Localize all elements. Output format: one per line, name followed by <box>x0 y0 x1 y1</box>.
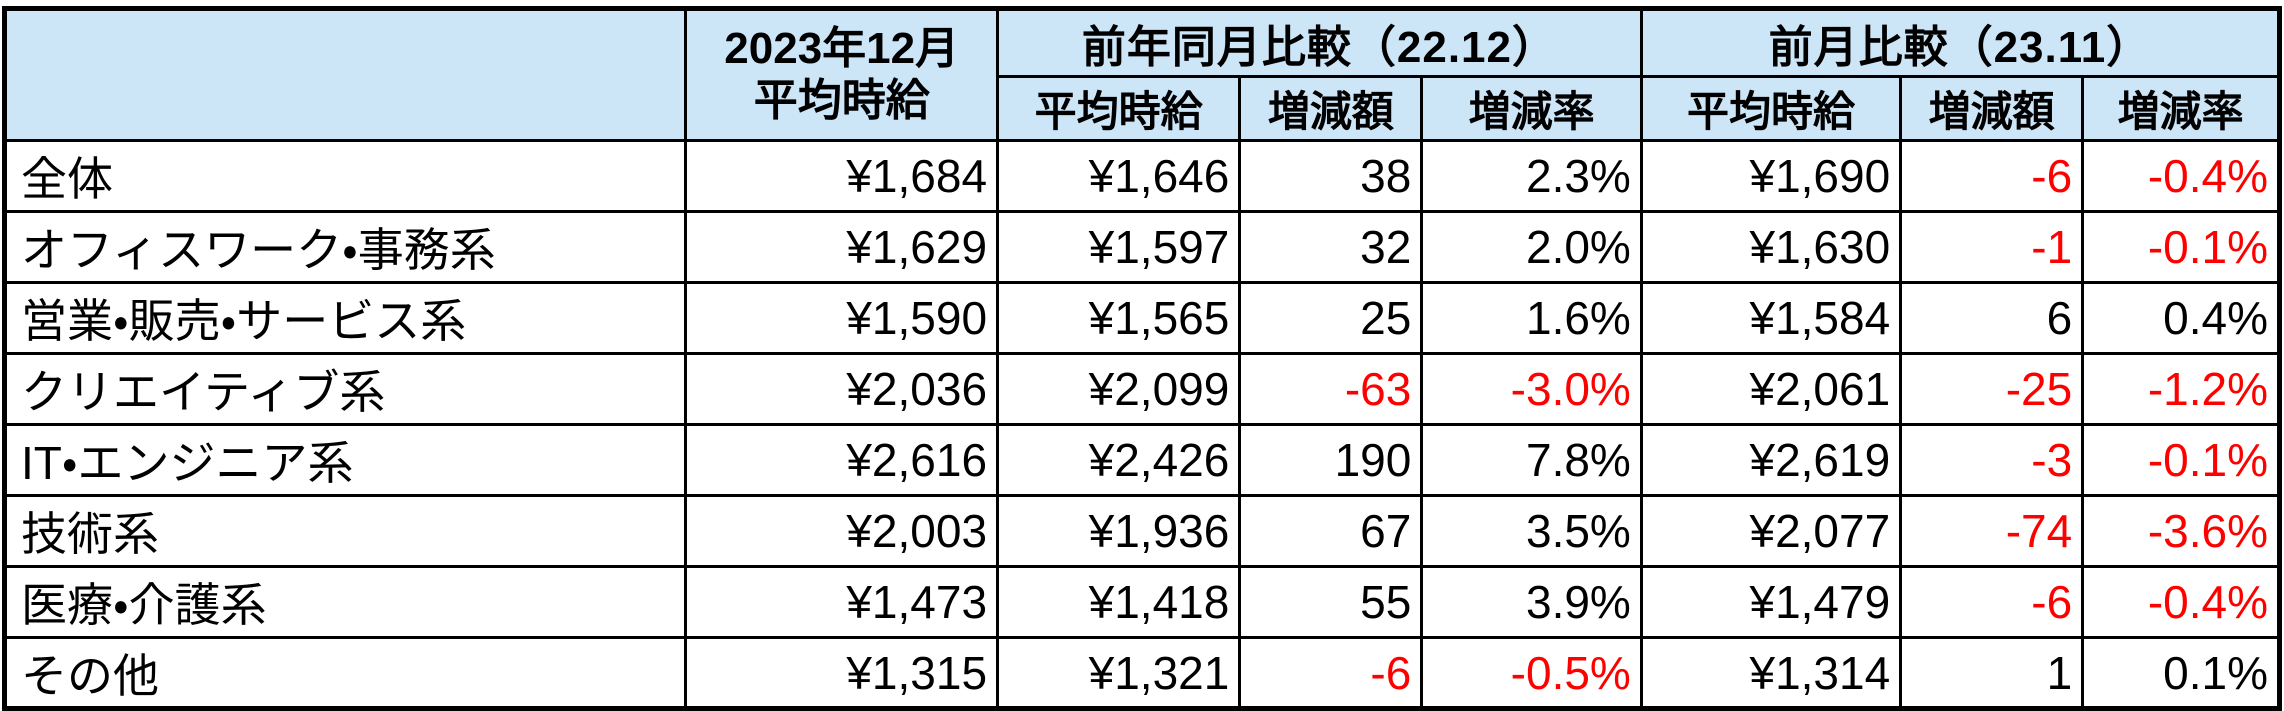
table-row: その他 ¥1,315 ¥1,321 -6 -0.5% ¥1,314 1 0.1% <box>2 636 2281 710</box>
mom-diff: -6 <box>1899 139 2085 213</box>
table-row: 全体 ¥1,684 ¥1,646 38 2.3% ¥1,690 -6 -0.4% <box>2 139 2281 213</box>
mom-diff: -3 <box>1899 423 2085 497</box>
row-label: IT・エンジニア系 <box>2 423 688 497</box>
row-label: クリエイティブ系 <box>2 352 688 426</box>
table-header: 2023年12月 平均時給 前年同月比較（22.12） 前月比較（23.11） … <box>2 7 2282 142</box>
mom-avg-wage: ¥1,584 <box>1639 281 1903 355</box>
yoy-avg-wage: ¥2,426 <box>996 423 1242 497</box>
mom-avg-wage: ¥1,690 <box>1639 139 1903 213</box>
current-avg-wage: ¥1,590 <box>684 281 1000 355</box>
row-label: その他 <box>2 636 688 710</box>
subheader-yoy-diff: 増減額 <box>1238 75 1424 142</box>
current-avg-wage: ¥1,315 <box>684 636 1000 710</box>
yoy-avg-wage: ¥1,321 <box>996 636 1242 710</box>
yoy-diff: 38 <box>1238 139 1424 213</box>
table-row: IT・エンジニア系 ¥2,616 ¥2,426 190 7.8% ¥2,619 … <box>2 423 2281 497</box>
row-label: 営業・販売・サービス系 <box>2 281 688 355</box>
table-row: 医療・介護系 ¥1,473 ¥1,418 55 3.9% ¥1,479 -6 -… <box>2 565 2281 639</box>
current-avg-wage: ¥2,036 <box>684 352 1000 426</box>
yoy-rate: -3.0% <box>1420 352 1643 426</box>
yoy-diff: 190 <box>1238 423 1424 497</box>
yoy-diff: 32 <box>1238 210 1424 284</box>
current-month-line2: 平均時給 <box>753 76 930 125</box>
corner-cell <box>2 7 688 142</box>
table-row: クリエイティブ系 ¥2,036 ¥2,099 -63 -3.0% ¥2,061 … <box>2 352 2281 426</box>
subheader-yoy-rate: 増減率 <box>1420 75 1643 142</box>
mom-avg-wage: ¥1,630 <box>1639 210 1903 284</box>
subheader-yoy-avg-wage: 平均時給 <box>996 75 1242 142</box>
row-label: オフィスワーク・事務系 <box>2 210 688 284</box>
yoy-diff: -63 <box>1238 352 1424 426</box>
subheader-mom-diff: 増減額 <box>1899 75 2085 142</box>
yoy-diff: 67 <box>1238 494 1424 568</box>
mom-diff: -1 <box>1899 210 2085 284</box>
current-avg-wage: ¥2,616 <box>684 423 1000 497</box>
mom-avg-wage: ¥1,314 <box>1639 636 1903 710</box>
mom-rate: 0.1% <box>2081 636 2281 710</box>
group-header-yoy: 前年同月比較（22.12） <box>996 7 1643 78</box>
current-avg-wage: ¥1,684 <box>684 139 1000 213</box>
current-month-line1: 2023年12月 <box>724 24 960 74</box>
yoy-avg-wage: ¥1,936 <box>996 494 1242 568</box>
mom-rate: -1.2% <box>2081 352 2281 426</box>
yoy-avg-wage: ¥1,646 <box>996 139 1242 213</box>
yoy-diff: 55 <box>1238 565 1424 639</box>
column-header-current-month: 2023年12月 平均時給 <box>684 7 1000 142</box>
yoy-avg-wage: ¥1,418 <box>996 565 1242 639</box>
current-avg-wage: ¥1,473 <box>684 565 1000 639</box>
mom-avg-wage: ¥1,479 <box>1639 565 1903 639</box>
mom-diff: 1 <box>1899 636 2085 710</box>
mom-avg-wage: ¥2,077 <box>1639 494 1903 568</box>
subheader-mom-avg-wage: 平均時給 <box>1639 75 1903 142</box>
yoy-diff: 25 <box>1238 281 1424 355</box>
yoy-rate: 1.6% <box>1420 281 1643 355</box>
mom-avg-wage: ¥2,061 <box>1639 352 1903 426</box>
current-avg-wage: ¥1,629 <box>684 210 1000 284</box>
yoy-avg-wage: ¥1,565 <box>996 281 1242 355</box>
current-avg-wage: ¥2,003 <box>684 494 1000 568</box>
yoy-rate: 3.5% <box>1420 494 1643 568</box>
mom-diff: -6 <box>1899 565 2085 639</box>
row-label: 全体 <box>2 139 688 213</box>
table-body: 全体 ¥1,684 ¥1,646 38 2.3% ¥1,690 -6 -0.4%… <box>2 139 2281 710</box>
yoy-rate: 2.3% <box>1420 139 1643 213</box>
yoy-rate: 3.9% <box>1420 565 1643 639</box>
mom-rate: -3.6% <box>2081 494 2281 568</box>
yoy-rate: -0.5% <box>1420 636 1643 710</box>
table-row: 技術系 ¥2,003 ¥1,936 67 3.5% ¥2,077 -74 -3.… <box>2 494 2281 568</box>
hourly-wage-comparison-table: 2023年12月 平均時給 前年同月比較（22.12） 前月比較（23.11） … <box>2 6 2282 711</box>
subheader-mom-rate: 増減率 <box>2081 75 2281 142</box>
mom-rate: -0.1% <box>2081 423 2281 497</box>
mom-diff: -74 <box>1899 494 2085 568</box>
yoy-avg-wage: ¥2,099 <box>996 352 1242 426</box>
yoy-diff: -6 <box>1238 636 1424 710</box>
mom-rate: -0.1% <box>2081 210 2281 284</box>
group-header-mom: 前月比較（23.11） <box>1639 7 2282 78</box>
yoy-avg-wage: ¥1,597 <box>996 210 1242 284</box>
table-row: オフィスワーク・事務系 ¥1,629 ¥1,597 32 2.0% ¥1,630… <box>2 210 2281 284</box>
mom-rate: -0.4% <box>2081 565 2281 639</box>
mom-rate: -0.4% <box>2081 139 2281 213</box>
table-row: 営業・販売・サービス系 ¥1,590 ¥1,565 25 1.6% ¥1,584… <box>2 281 2281 355</box>
yoy-rate: 2.0% <box>1420 210 1643 284</box>
mom-avg-wage: ¥2,619 <box>1639 423 1903 497</box>
mom-diff: 6 <box>1899 281 2085 355</box>
mom-rate: 0.4% <box>2081 281 2281 355</box>
row-label: 医療・介護系 <box>2 565 688 639</box>
yoy-rate: 7.8% <box>1420 423 1643 497</box>
row-label: 技術系 <box>2 494 688 568</box>
mom-diff: -25 <box>1899 352 2085 426</box>
